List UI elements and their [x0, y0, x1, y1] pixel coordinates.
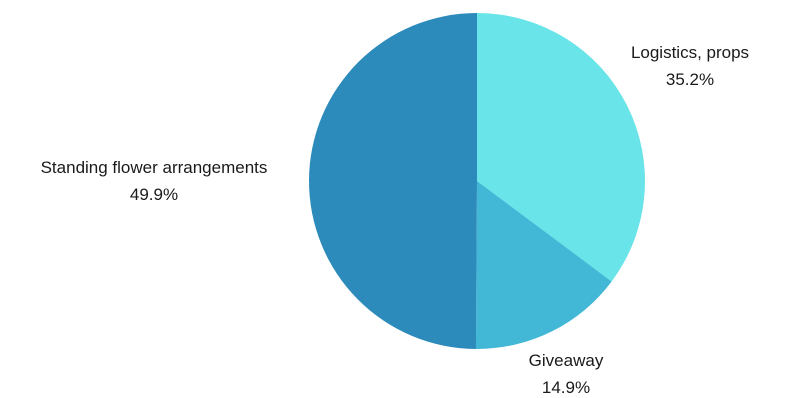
pie-slice-logistics-props — [477, 13, 645, 282]
pie-slice-standing-flower-arrangements — [309, 13, 477, 349]
slice-percent-standing-flower-arrangements: 49.9% — [130, 185, 178, 204]
slice-label-giveaway: Giveaway 14.9% — [529, 351, 604, 397]
slice-name-logistics-props: Logistics, props — [631, 43, 749, 62]
slice-label-logistics-props: Logistics, props 35.2% — [631, 43, 749, 89]
slice-percent-logistics-props: 35.2% — [666, 70, 714, 89]
pie-slice-giveaway — [475, 181, 612, 349]
pie-slices — [309, 13, 645, 349]
slice-name-standing-flower-arrangements: Standing flower arrangements — [41, 158, 268, 177]
slice-label-standing-flower-arrangements: Standing flower arrangements 49.9% — [41, 158, 268, 204]
slice-name-giveaway: Giveaway — [529, 351, 604, 370]
slice-percent-giveaway: 14.9% — [542, 378, 590, 397]
